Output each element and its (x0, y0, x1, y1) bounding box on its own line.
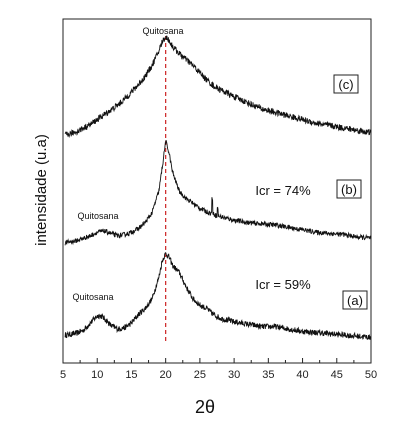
series-layer (64, 35, 372, 340)
crystallinity-annotation-2: Icr = 74% (255, 183, 311, 198)
series-label-frame (336, 179, 362, 199)
x-tick-label-35: 35 (262, 369, 274, 381)
crystallinity-annotation-1: Icr = 59% (255, 277, 311, 292)
y-axis-label: intensidade (u.a) (33, 134, 50, 246)
x-tick-label-40: 40 (296, 369, 308, 381)
series-label-text: (a) (347, 293, 363, 308)
series-label-frame (342, 290, 368, 310)
x-tick-label-25: 25 (194, 369, 206, 381)
x-tick-label-50: 50 (365, 369, 377, 381)
series-line-3 (64, 35, 372, 138)
x-axis-label: 2θ (195, 397, 215, 417)
series-label-box-3: (c) (333, 74, 359, 94)
series-label-box-2: (b) (336, 179, 362, 199)
series-label-text: (c) (338, 77, 353, 92)
series-label-frame (333, 74, 359, 94)
series-line-1 (64, 252, 372, 340)
x-tick-label-20: 20 (160, 369, 172, 381)
peak-label-2: Quitosana (77, 211, 118, 221)
x-axis: 5 10 15 20 25 30 35 40 45 50 (60, 358, 377, 381)
peak-label-1: Quitosana (72, 292, 113, 302)
x-tick-label-30: 30 (228, 369, 240, 381)
x-tick-label-10: 10 (91, 369, 103, 381)
plot-frame (62, 18, 372, 364)
x-tick-label-15: 15 (125, 369, 137, 381)
annotations: (a) Icr = 59% Quitosana (b) Icr = 74% Quitosa… (72, 26, 368, 310)
x-tick-label-45: 45 (331, 369, 343, 381)
series-line-2 (64, 139, 372, 246)
x-tick-label-5: 5 (60, 369, 66, 381)
series-label-box-1: (a) (342, 290, 368, 310)
series-label-text: (b) (341, 182, 357, 197)
peak-label-3: Quitosana (142, 26, 183, 36)
